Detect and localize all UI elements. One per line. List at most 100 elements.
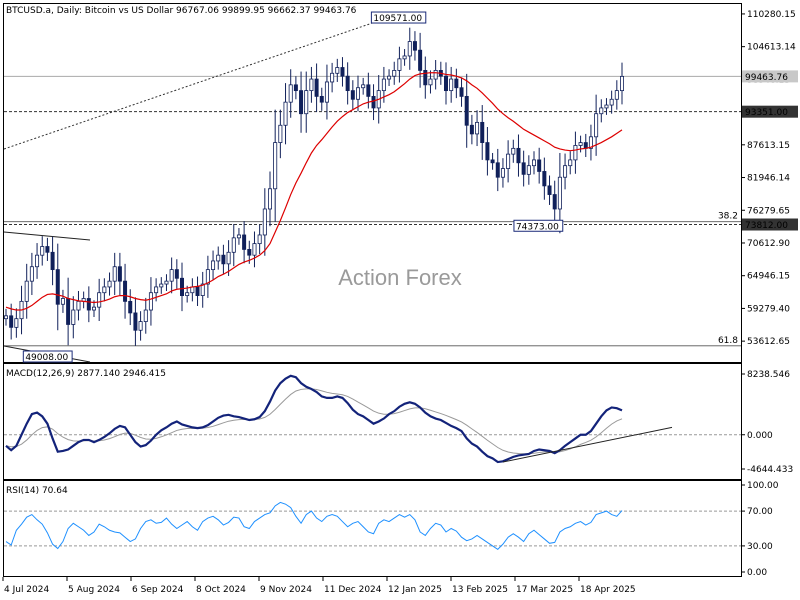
price-tick-label: 59279.40: [747, 304, 790, 314]
price-tick-label: 104613.14: [747, 43, 796, 53]
candle-body: [428, 78, 433, 86]
candle-body: [55, 269, 60, 305]
candle-body: [293, 84, 298, 92]
candle-body: [557, 176, 562, 210]
candle-body: [387, 75, 392, 80]
candle-body: [552, 194, 557, 210]
candle-body: [159, 283, 164, 288]
candle-body: [14, 318, 19, 328]
candle-body: [345, 75, 350, 92]
candle-body: [179, 277, 184, 296]
candle-body: [226, 251, 231, 265]
candle-body: [304, 90, 309, 115]
candle-body: [211, 260, 216, 271]
x-tick-label: 6 Sep 2024: [132, 585, 184, 595]
level-price-tag-label: 93351.00: [745, 108, 788, 118]
candle-body: [242, 234, 247, 250]
macd-panel-frame: [3, 363, 742, 480]
candle-body: [97, 292, 102, 308]
candle-body: [609, 98, 614, 106]
macd-layer: 8238.546 0.000 -4644.433: [4, 370, 793, 475]
fib-label: 38.2: [718, 212, 738, 222]
candle-body: [86, 298, 91, 311]
price-tick-label: 53612.65: [747, 337, 790, 347]
candle-body: [257, 234, 262, 245]
price-tick-label: 110280.15: [747, 10, 796, 20]
level-price-tag-box: [742, 105, 798, 118]
candle-body: [262, 208, 267, 236]
candle-body: [583, 142, 588, 149]
candle-body: [324, 81, 329, 103]
candle-body: [599, 107, 604, 115]
candle-body: [169, 269, 174, 282]
current-price-tag-label: 99463.76: [745, 73, 788, 83]
candle-body: [500, 168, 505, 178]
candle-body: [71, 309, 76, 325]
candle-body: [330, 72, 335, 83]
candle-body: [231, 237, 236, 253]
candle-body: [537, 159, 542, 172]
candle-body: [604, 104, 609, 109]
candle-body: [236, 234, 241, 239]
candle-body: [480, 121, 485, 143]
price-tick-label: 76279.65: [747, 206, 790, 216]
candle-body: [397, 58, 402, 71]
candle-body: [29, 266, 34, 282]
candle-body: [24, 280, 29, 302]
price-panel-frame: [3, 3, 742, 363]
x-tick-label: 9 Nov 2024: [260, 585, 312, 595]
candle-body: [340, 67, 345, 77]
candle-body: [273, 142, 278, 190]
candle-body: [247, 249, 252, 256]
candle-body: [475, 121, 480, 135]
rsi-panel-frame: [3, 480, 742, 577]
channel-upper-line: [3, 231, 91, 241]
x-tick-label: 12 Jan 2025: [388, 585, 442, 595]
candle-body: [526, 165, 531, 175]
candle-body: [112, 266, 117, 282]
candle-body: [107, 280, 112, 288]
candle-body: [418, 49, 423, 71]
candle-body: [138, 321, 143, 331]
candle-body: [495, 162, 500, 178]
candle-body: [40, 246, 45, 256]
candle-body: [200, 283, 205, 296]
macd-title: MACD(12,26,9) 2877.140 2946.415: [6, 369, 166, 379]
candle-body: [66, 298, 71, 325]
candle-body: [459, 87, 464, 97]
candle-body: [143, 309, 148, 322]
x-tick-label: 18 Apr 2025: [580, 585, 636, 595]
price-tick-label: 64946.15: [747, 272, 790, 282]
macd-line: [5, 374, 623, 464]
fib-label: 61.8: [718, 336, 738, 346]
candle-body: [4, 315, 9, 320]
candle-body: [128, 300, 133, 314]
candle-body: [288, 84, 293, 103]
candle-body: [469, 124, 474, 135]
candle-body: [60, 298, 65, 305]
candle-body: [102, 286, 107, 294]
candle-body: [35, 254, 40, 268]
price-tick-label: 87613.15: [747, 141, 790, 151]
candle-body: [412, 41, 417, 51]
candle-body: [133, 312, 138, 331]
candle-body: [361, 84, 366, 89]
candle-body: [547, 185, 552, 195]
candle-body: [366, 84, 371, 97]
candle-body: [221, 254, 226, 265]
rsi-layer: 100.00 70.00 30.00 0.00: [4, 481, 779, 578]
candle-body: [148, 292, 153, 311]
candle-body: [9, 315, 14, 328]
x-tick-label: 13 Feb 2025: [452, 585, 508, 595]
x-tick-label: 11 Dec 2024: [324, 585, 382, 595]
candle-body: [190, 286, 195, 294]
candle-body: [542, 171, 547, 187]
candle-body: [454, 78, 459, 89]
rsi-line: [5, 501, 623, 551]
candle-body: [123, 280, 128, 302]
x-tick-label: 8 Oct 2024: [196, 585, 246, 595]
candle-body: [407, 41, 412, 57]
candle-body: [532, 159, 537, 167]
candle-body: [92, 306, 97, 311]
